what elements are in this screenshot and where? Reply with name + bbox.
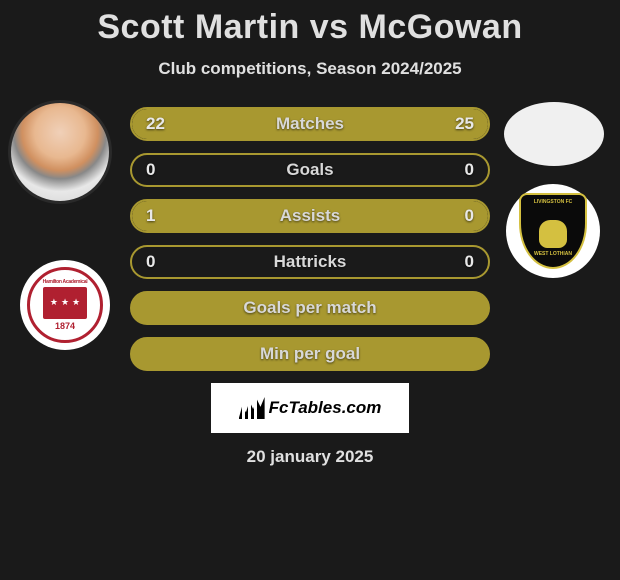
- stat-row: 0 Hattricks 0: [130, 245, 490, 279]
- chart-icon: [239, 397, 265, 419]
- subtitle: Club competitions, Season 2024/2025: [0, 59, 620, 79]
- branding-text: FcTables.com: [269, 398, 382, 418]
- page-title: Scott Martin vs McGowan: [0, 0, 620, 47]
- stat-value-left: 0: [146, 252, 155, 272]
- stat-row: 22 Matches 25: [130, 107, 490, 141]
- stat-value-left: 22: [146, 114, 165, 134]
- stat-row: 0 Goals 0: [130, 153, 490, 187]
- stat-label: Hattricks: [274, 252, 347, 272]
- stat-label: Goals: [286, 160, 333, 180]
- stat-row: Min per goal: [130, 337, 490, 371]
- stat-value-left: 1: [146, 206, 155, 226]
- branding-box[interactable]: FcTables.com: [211, 383, 409, 433]
- stat-label: Matches: [276, 114, 344, 134]
- stat-row: 1 Assists 0: [130, 199, 490, 233]
- stats-container: 22 Matches 25 0 Goals 0 1 Assists 0 0 Hattricks 0 Go…: [0, 107, 620, 371]
- stat-label: Goals per match: [243, 298, 376, 318]
- stat-label: Assists: [280, 206, 340, 226]
- stat-value-right: 0: [465, 160, 474, 180]
- stat-value-right: 0: [465, 252, 474, 272]
- stat-row: Goals per match: [130, 291, 490, 325]
- stat-value-left: 0: [146, 160, 155, 180]
- stat-value-right: 0: [465, 206, 474, 226]
- date-text: 20 january 2025: [0, 447, 620, 467]
- stat-value-right: 25: [455, 114, 474, 134]
- stat-label: Min per goal: [260, 344, 360, 364]
